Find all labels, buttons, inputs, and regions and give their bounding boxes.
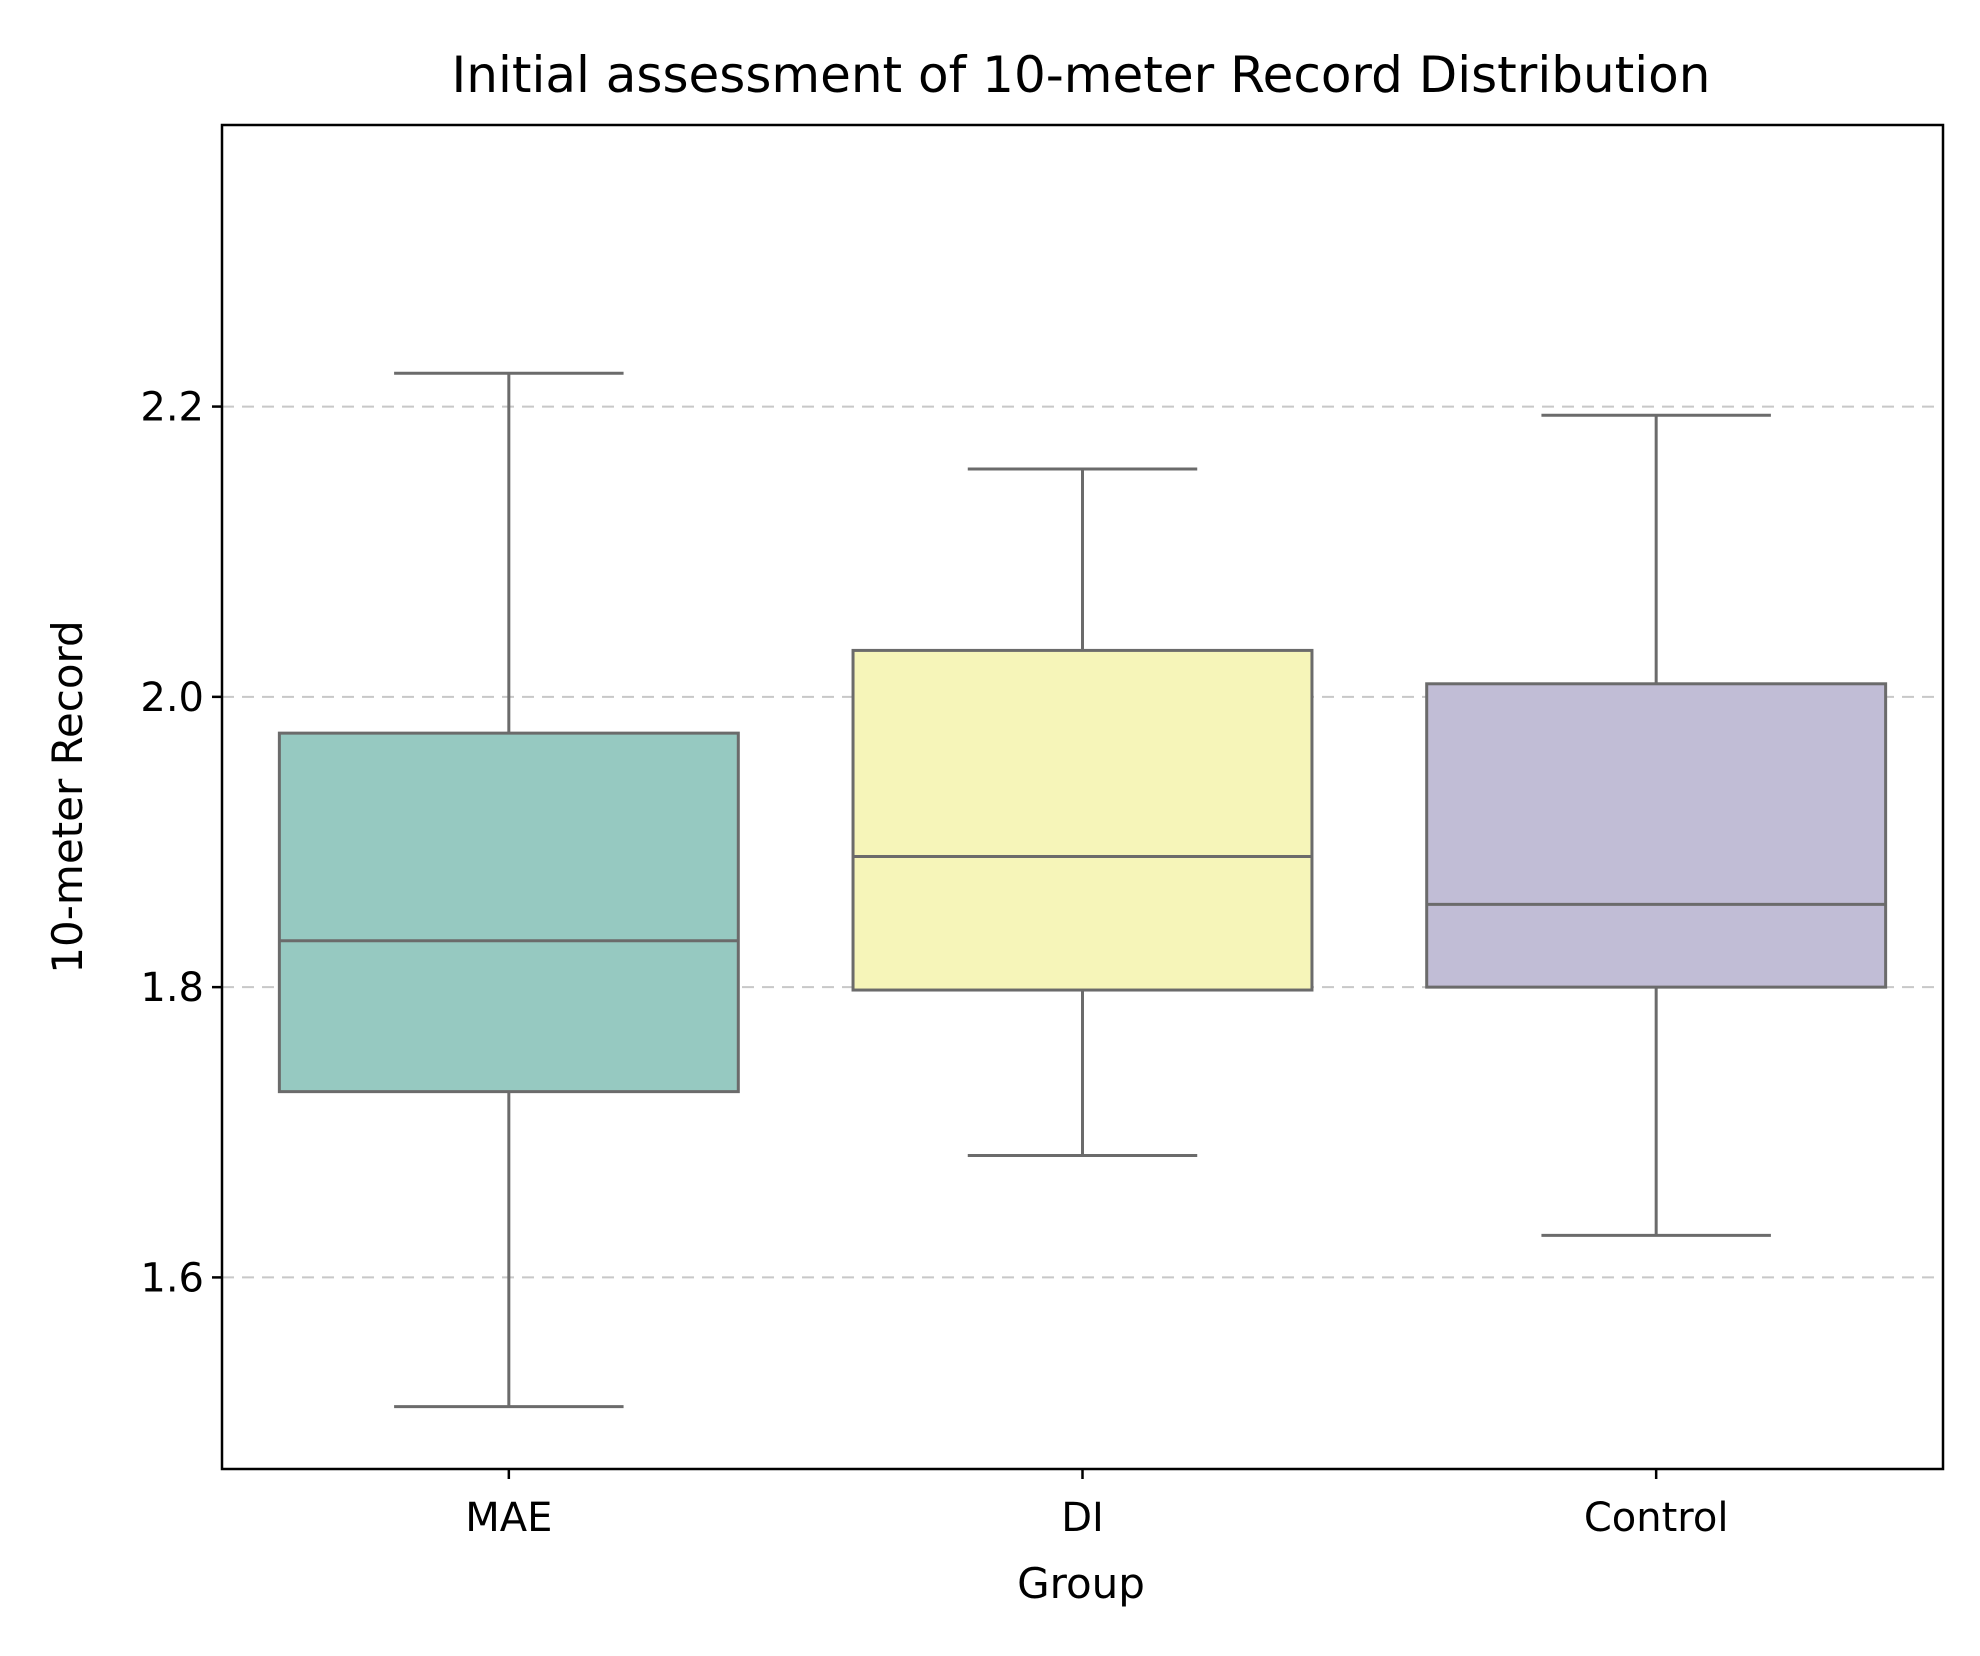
x-tick-label: DI [1061,1495,1104,1541]
iqr-box [1425,682,1888,989]
x-tick-label: Control [1584,1495,1729,1541]
x-axis-label: Group [1017,1559,1145,1608]
y-axis-ticks: 1.6 1.8 2.0 2.2 [140,385,222,1301]
x-tick-label: MAE [465,1495,552,1541]
box-mae [277,371,740,1409]
y-tick-label: 2.2 [140,385,204,431]
x-axis-ticks: MAE DI Control [465,1469,1728,1541]
y-tick-label: 1.6 [140,1255,204,1301]
iqr-box [851,648,1314,992]
y-tick-label: 1.8 [140,965,204,1011]
y-tick-label: 2.0 [140,675,204,721]
iqr-box [277,731,740,1094]
box-di [851,467,1314,1157]
chart-title: Initial assessment of 10-meter Record Di… [452,46,1711,104]
boxes [277,371,1888,1409]
box-control [1425,413,1888,1237]
y-axis-label: 10-meter Record [43,620,92,973]
